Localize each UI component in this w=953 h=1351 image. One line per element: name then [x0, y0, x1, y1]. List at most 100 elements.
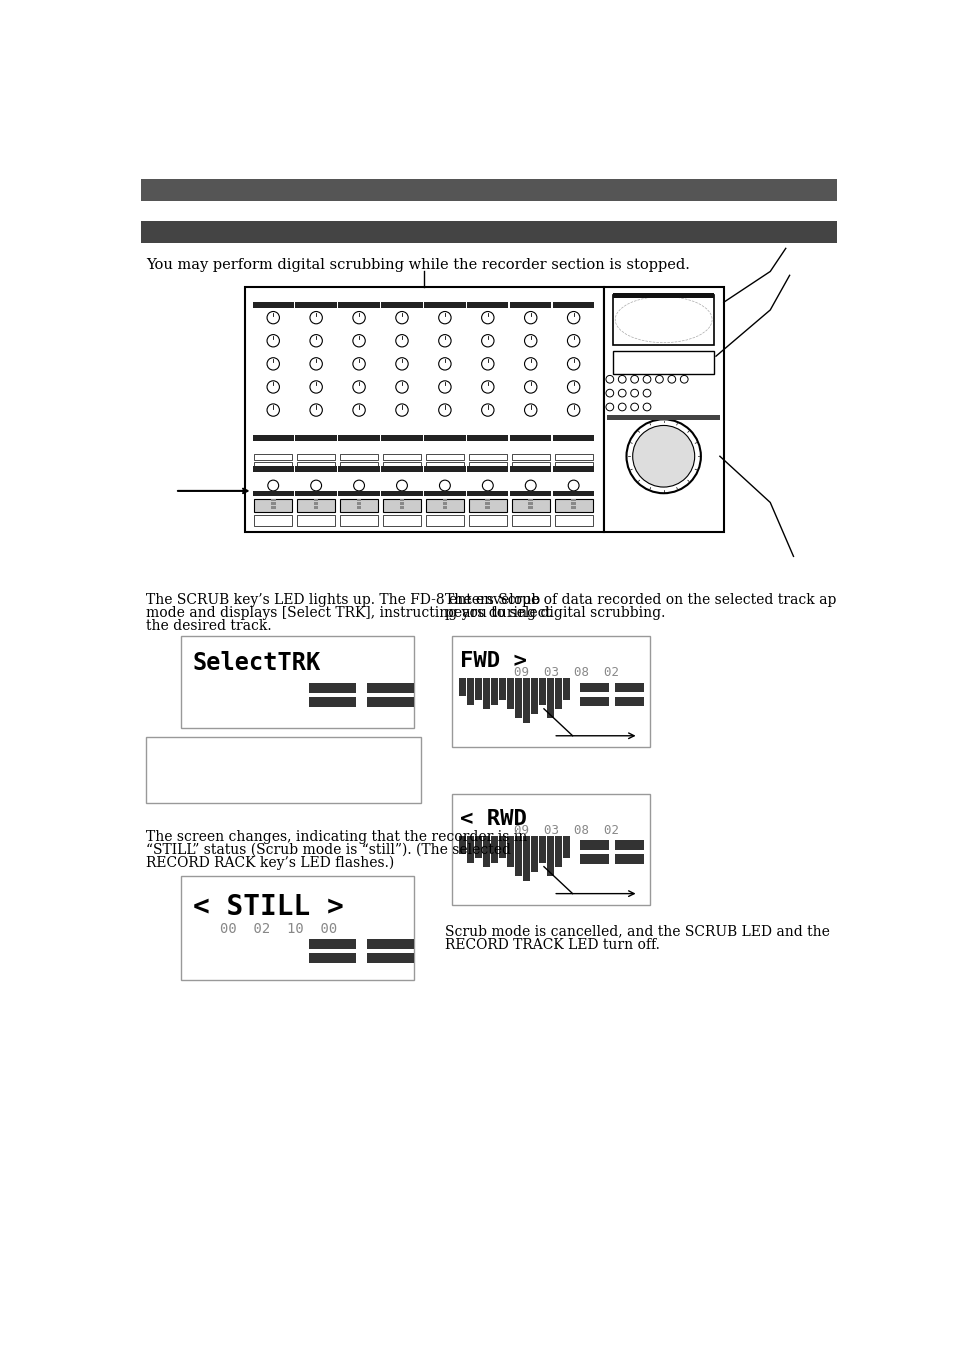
FancyBboxPatch shape — [367, 697, 414, 708]
Circle shape — [482, 480, 493, 490]
FancyBboxPatch shape — [468, 500, 506, 512]
FancyBboxPatch shape — [296, 454, 335, 461]
Circle shape — [642, 389, 650, 397]
Circle shape — [618, 376, 625, 384]
FancyBboxPatch shape — [338, 435, 379, 440]
FancyBboxPatch shape — [181, 875, 414, 979]
FancyBboxPatch shape — [381, 466, 422, 471]
Text: RECORD RACK key’s LED flashes.): RECORD RACK key’s LED flashes.) — [146, 857, 395, 870]
FancyBboxPatch shape — [615, 682, 643, 692]
Circle shape — [567, 312, 579, 324]
FancyBboxPatch shape — [381, 490, 422, 496]
Text: pears during digital scrubbing.: pears during digital scrubbing. — [444, 607, 664, 620]
FancyBboxPatch shape — [253, 466, 294, 471]
FancyBboxPatch shape — [522, 678, 529, 723]
Circle shape — [524, 404, 537, 416]
FancyBboxPatch shape — [338, 490, 379, 496]
FancyBboxPatch shape — [468, 454, 506, 461]
FancyBboxPatch shape — [458, 836, 465, 854]
Circle shape — [567, 335, 579, 347]
FancyBboxPatch shape — [296, 500, 335, 512]
FancyBboxPatch shape — [356, 507, 361, 508]
FancyBboxPatch shape — [485, 499, 490, 501]
FancyBboxPatch shape — [571, 507, 576, 508]
FancyBboxPatch shape — [482, 836, 489, 867]
FancyBboxPatch shape — [522, 836, 529, 881]
FancyBboxPatch shape — [270, 503, 276, 505]
FancyBboxPatch shape — [527, 503, 534, 505]
FancyBboxPatch shape — [253, 435, 294, 440]
Circle shape — [524, 381, 537, 393]
Text: Scrub mode is cancelled, and the SCRUB LED and the: Scrub mode is cancelled, and the SCRUB L… — [444, 924, 829, 939]
Text: SelectTRK: SelectTRK — [193, 651, 321, 676]
FancyBboxPatch shape — [381, 435, 422, 440]
FancyBboxPatch shape — [458, 678, 465, 696]
FancyBboxPatch shape — [510, 466, 551, 471]
Circle shape — [395, 358, 408, 370]
Text: the desired track.: the desired track. — [146, 620, 272, 634]
FancyBboxPatch shape — [506, 678, 513, 709]
FancyBboxPatch shape — [490, 836, 497, 863]
Circle shape — [438, 358, 451, 370]
Circle shape — [311, 480, 321, 490]
FancyBboxPatch shape — [554, 462, 592, 467]
FancyBboxPatch shape — [271, 499, 275, 501]
FancyBboxPatch shape — [571, 499, 576, 501]
FancyBboxPatch shape — [253, 515, 292, 526]
FancyBboxPatch shape — [442, 503, 447, 505]
FancyBboxPatch shape — [271, 507, 275, 508]
Circle shape — [481, 358, 494, 370]
Circle shape — [642, 376, 650, 384]
FancyBboxPatch shape — [313, 503, 319, 505]
Circle shape — [630, 389, 638, 397]
FancyBboxPatch shape — [511, 462, 549, 467]
FancyBboxPatch shape — [554, 500, 592, 512]
FancyBboxPatch shape — [442, 507, 447, 508]
Circle shape — [353, 381, 365, 393]
FancyBboxPatch shape — [475, 678, 481, 700]
FancyBboxPatch shape — [399, 499, 404, 501]
FancyBboxPatch shape — [339, 462, 377, 467]
Text: The envelope of data recorded on the selected track ap: The envelope of data recorded on the sel… — [444, 593, 835, 608]
FancyBboxPatch shape — [382, 515, 420, 526]
FancyBboxPatch shape — [467, 435, 508, 440]
Circle shape — [524, 312, 537, 324]
Circle shape — [626, 419, 700, 493]
FancyBboxPatch shape — [381, 303, 422, 308]
FancyBboxPatch shape — [339, 454, 377, 461]
Circle shape — [567, 404, 579, 416]
FancyBboxPatch shape — [398, 503, 405, 505]
Circle shape — [605, 389, 613, 397]
FancyBboxPatch shape — [553, 466, 594, 471]
FancyBboxPatch shape — [515, 836, 521, 875]
Circle shape — [642, 403, 650, 411]
Circle shape — [618, 403, 625, 411]
FancyBboxPatch shape — [253, 454, 292, 461]
Circle shape — [353, 335, 365, 347]
FancyBboxPatch shape — [528, 507, 533, 508]
Text: 09  03  08  02: 09 03 08 02 — [514, 824, 618, 838]
FancyBboxPatch shape — [382, 462, 420, 467]
Circle shape — [605, 376, 613, 384]
Circle shape — [679, 376, 687, 384]
FancyBboxPatch shape — [253, 303, 294, 308]
FancyBboxPatch shape — [309, 684, 355, 693]
FancyBboxPatch shape — [382, 500, 420, 512]
FancyBboxPatch shape — [146, 738, 421, 802]
FancyBboxPatch shape — [141, 222, 836, 243]
FancyBboxPatch shape — [367, 939, 414, 948]
FancyBboxPatch shape — [579, 697, 608, 705]
Circle shape — [618, 389, 625, 397]
FancyBboxPatch shape — [367, 952, 414, 963]
FancyBboxPatch shape — [295, 435, 336, 440]
FancyBboxPatch shape — [425, 462, 463, 467]
Circle shape — [395, 404, 408, 416]
Circle shape — [438, 404, 451, 416]
FancyBboxPatch shape — [399, 503, 404, 505]
FancyBboxPatch shape — [295, 303, 336, 308]
Circle shape — [438, 335, 451, 347]
FancyBboxPatch shape — [253, 462, 292, 467]
FancyBboxPatch shape — [338, 466, 379, 471]
Circle shape — [353, 312, 365, 324]
Circle shape — [395, 381, 408, 393]
